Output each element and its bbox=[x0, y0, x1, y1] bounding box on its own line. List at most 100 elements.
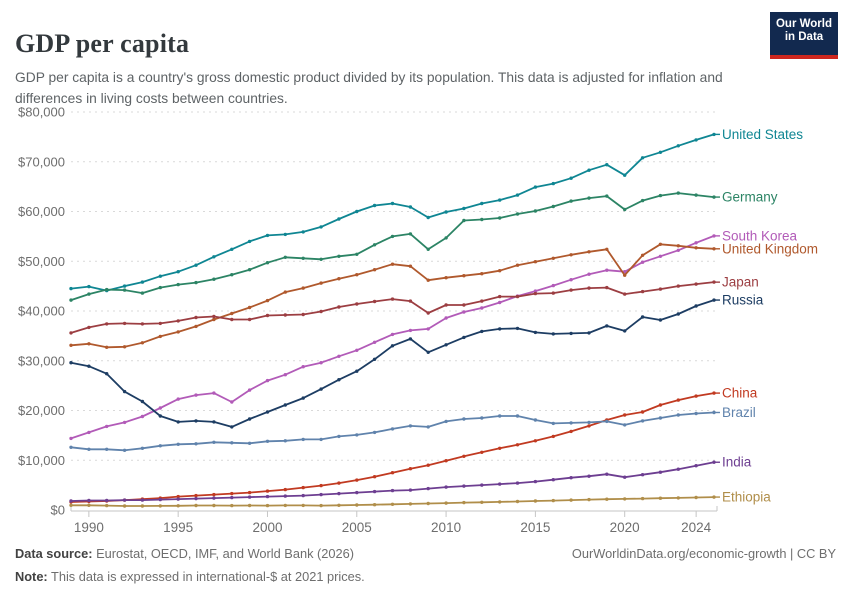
data-point-united-states bbox=[640, 156, 645, 160]
x-axis-tick-label: 2024 bbox=[681, 520, 712, 535]
data-point-japan bbox=[640, 289, 645, 294]
data-point-germany bbox=[355, 252, 359, 256]
data-point-japan bbox=[194, 315, 198, 320]
data-point-ethiopia bbox=[551, 498, 555, 503]
data-point-south-korea bbox=[158, 406, 162, 410]
series-label-united-kingdom[interactable]: United Kingdom bbox=[722, 241, 818, 256]
data-point-united-kingdom bbox=[658, 242, 663, 246]
data-point-germany bbox=[569, 199, 573, 203]
data-point-brazil bbox=[372, 430, 377, 435]
data-point-germany bbox=[587, 196, 591, 200]
data-point-united-kingdom bbox=[640, 253, 645, 257]
data-point-united-states bbox=[551, 181, 555, 186]
data-point-south-korea bbox=[212, 391, 216, 395]
series-label-japan[interactable]: Japan bbox=[722, 275, 759, 290]
footer-separator: | bbox=[786, 546, 797, 561]
data-point-china bbox=[212, 492, 216, 497]
data-point-japan bbox=[587, 286, 591, 290]
series-line-india[interactable] bbox=[70, 461, 715, 502]
data-point-united-states bbox=[605, 163, 609, 167]
data-point-south-korea bbox=[694, 241, 698, 245]
data-point-china bbox=[533, 439, 538, 443]
data-point-united-kingdom bbox=[623, 273, 627, 277]
data-point-united-kingdom bbox=[605, 247, 609, 251]
data-point-south-korea bbox=[122, 420, 127, 425]
data-point-japan bbox=[212, 314, 216, 319]
data-point-china bbox=[498, 446, 502, 450]
cc-by-link[interactable]: CC BY bbox=[796, 546, 836, 561]
series-line-germany[interactable] bbox=[70, 192, 715, 302]
data-point-united-kingdom bbox=[462, 274, 466, 278]
data-point-germany bbox=[658, 193, 663, 198]
data-point-japan bbox=[551, 291, 555, 295]
data-point-ethiopia bbox=[69, 503, 73, 507]
data-point-india bbox=[605, 472, 609, 476]
data-point-india bbox=[569, 476, 573, 480]
series-line-united-states[interactable] bbox=[70, 133, 715, 292]
data-point-germany bbox=[372, 243, 377, 247]
data-point-russia bbox=[551, 332, 555, 336]
data-point-germany bbox=[265, 261, 270, 265]
data-point-united-kingdom bbox=[301, 286, 305, 290]
data-point-ethiopia bbox=[194, 503, 198, 508]
series-line-china[interactable] bbox=[70, 392, 715, 503]
data-point-ethiopia bbox=[640, 496, 645, 501]
data-point-united-states bbox=[498, 198, 502, 202]
data-point-united-kingdom bbox=[194, 324, 198, 329]
data-point-south-korea bbox=[283, 373, 287, 377]
data-point-russia bbox=[533, 330, 538, 335]
series-label-united-states[interactable]: United States bbox=[722, 127, 803, 142]
data-point-south-korea bbox=[105, 424, 109, 429]
series-label-germany[interactable]: Germany bbox=[722, 190, 778, 205]
data-point-japan bbox=[480, 299, 484, 303]
data-point-united-states bbox=[372, 203, 377, 208]
owid-url-link[interactable]: OurWorldinData.org/economic-growth bbox=[571, 546, 787, 561]
data-point-japan bbox=[230, 317, 234, 322]
data-point-south-korea bbox=[462, 310, 466, 314]
series-line-russia[interactable] bbox=[70, 299, 715, 428]
series-line-united-kingdom[interactable] bbox=[70, 243, 715, 349]
data-point-united-states bbox=[212, 255, 216, 259]
data-point-india bbox=[319, 492, 323, 497]
data-point-south-korea bbox=[176, 397, 180, 401]
data-point-india bbox=[247, 495, 252, 499]
data-point-ethiopia bbox=[623, 497, 627, 501]
x-axis-tick-label: 2005 bbox=[342, 520, 372, 535]
data-point-china bbox=[640, 410, 645, 414]
data-point-germany bbox=[301, 256, 305, 260]
data-point-germany bbox=[498, 216, 502, 220]
series-label-china[interactable]: China bbox=[722, 386, 758, 401]
data-point-united-states bbox=[676, 144, 680, 148]
data-point-united-states bbox=[301, 230, 305, 234]
data-point-ethiopia bbox=[694, 495, 698, 500]
data-point-japan bbox=[337, 305, 341, 309]
data-point-japan bbox=[498, 294, 502, 299]
series-label-south-korea[interactable]: South Korea bbox=[722, 228, 798, 243]
page-title: GDP per capita bbox=[15, 29, 190, 59]
data-point-united-kingdom bbox=[712, 247, 716, 251]
series-label-india[interactable]: India bbox=[722, 455, 752, 470]
data-point-russia bbox=[337, 378, 341, 382]
series-label-russia[interactable]: Russia bbox=[722, 293, 764, 308]
data-point-united-kingdom bbox=[676, 244, 680, 248]
y-axis-tick-label: $10,000 bbox=[18, 453, 65, 468]
data-point-japan bbox=[247, 317, 252, 322]
y-axis-tick-label: $80,000 bbox=[18, 105, 65, 120]
x-axis-tick-label: 2015 bbox=[520, 520, 550, 535]
data-point-brazil bbox=[640, 419, 645, 423]
data-point-brazil bbox=[140, 446, 145, 450]
data-point-united-kingdom bbox=[176, 330, 180, 334]
data-point-india bbox=[515, 481, 520, 485]
data-point-united-states bbox=[623, 173, 627, 177]
data-point-brazil bbox=[230, 441, 234, 445]
data-point-brazil bbox=[480, 416, 484, 420]
chart-footer: Data source: Eurostat, OECD, IMF, and Wo… bbox=[15, 546, 836, 592]
series-label-ethiopia[interactable]: Ethiopia bbox=[722, 490, 771, 505]
data-point-germany bbox=[283, 255, 287, 259]
series-line-japan[interactable] bbox=[70, 281, 715, 334]
data-point-japan bbox=[533, 291, 538, 296]
x-axis-tick-label: 1990 bbox=[74, 520, 104, 535]
owid-logo[interactable]: Our World in Data bbox=[770, 12, 838, 59]
series-label-brazil[interactable]: Brazil bbox=[722, 405, 756, 420]
data-point-germany bbox=[194, 280, 198, 285]
